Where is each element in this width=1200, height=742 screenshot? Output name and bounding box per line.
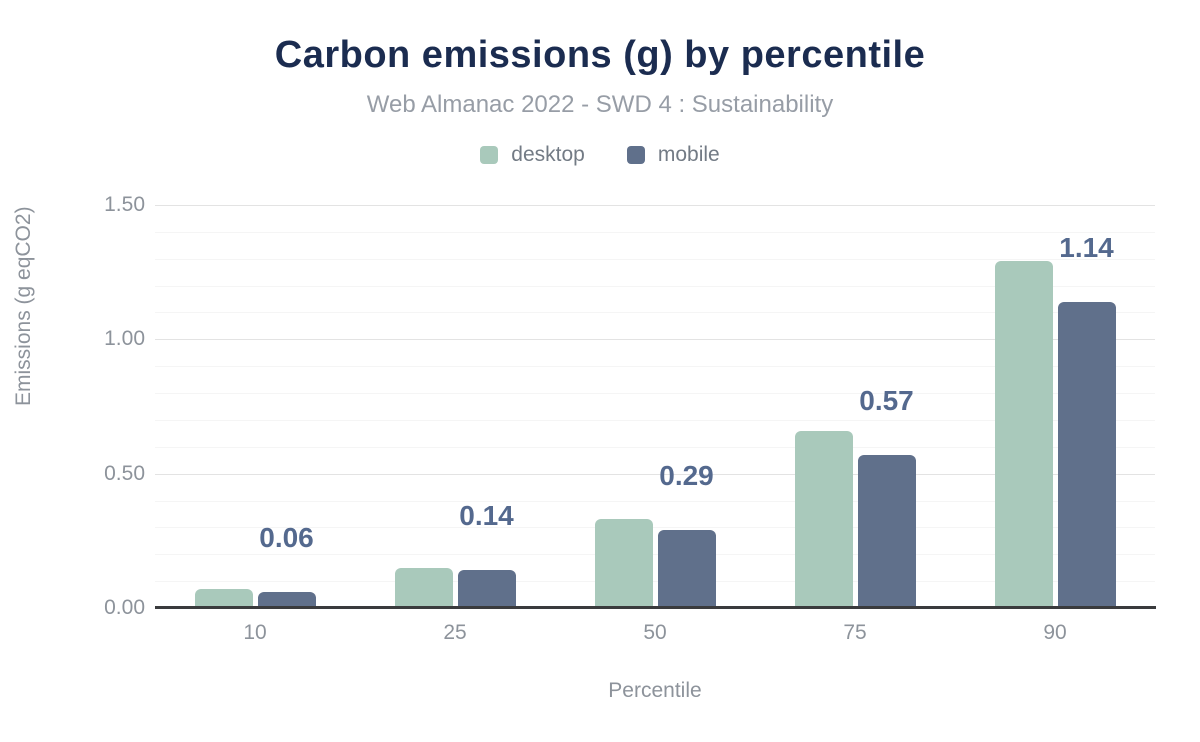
mobile-bar bbox=[257, 591, 316, 608]
gridline-minor bbox=[155, 446, 1155, 448]
bar-group-p50: 0.29 bbox=[555, 205, 755, 608]
x-tick-label: 75 bbox=[843, 621, 867, 644]
gridline-minor bbox=[155, 419, 1155, 421]
x-axis-line bbox=[155, 606, 1156, 609]
gridline-minor bbox=[155, 500, 1155, 502]
bar-group-p75: 0.57 bbox=[755, 205, 955, 608]
gridline-major bbox=[155, 339, 1155, 341]
gridline-major bbox=[155, 205, 1155, 206]
bar-value-label: 0.14 bbox=[459, 500, 514, 532]
x-tick-label: 50 bbox=[643, 621, 667, 644]
bar-value-label: 1.14 bbox=[1059, 231, 1114, 263]
y-tick-label: 0.00 bbox=[104, 596, 145, 619]
mobile-bar bbox=[657, 530, 716, 608]
desktop-bar bbox=[594, 519, 653, 608]
chart-subtitle: Web Almanac 2022 - SWD 4 : Sustainabilit… bbox=[366, 91, 834, 118]
bar-group-p10: 0.06 bbox=[155, 205, 355, 608]
legend-label-desktop: desktop bbox=[511, 143, 585, 166]
desktop-swatch-icon bbox=[480, 146, 499, 164]
gridline-minor bbox=[155, 393, 1155, 395]
gridline-major bbox=[155, 473, 1155, 475]
desktop-bar bbox=[994, 261, 1053, 608]
mobile-bar bbox=[857, 454, 916, 608]
x-axis-title: Percentile bbox=[608, 679, 702, 702]
mobile-bar bbox=[1057, 301, 1116, 608]
mobile-swatch-icon bbox=[626, 146, 645, 164]
bar-value-label: 0.29 bbox=[659, 460, 714, 492]
desktop-bar bbox=[794, 430, 853, 608]
y-axis-title-text: Emissions (g eqCO2) bbox=[12, 206, 35, 406]
bar-value-label: 0.06 bbox=[259, 521, 314, 553]
x-tick-label: 10 bbox=[243, 621, 267, 644]
y-tick-label: 1.00 bbox=[104, 327, 145, 351]
bar-value-label: 0.57 bbox=[859, 384, 914, 416]
plot-area: 0.06 0.14 0.29 0.57 1.14 bbox=[155, 205, 1155, 608]
gridline-minor bbox=[155, 231, 1155, 233]
desktop-bar bbox=[194, 589, 253, 608]
x-tick-label: 25 bbox=[443, 621, 467, 644]
y-tick-label: 1.50 bbox=[104, 193, 145, 216]
bar-group-p90: 1.14 bbox=[955, 205, 1155, 608]
gridline-minor bbox=[155, 285, 1155, 287]
gridline-minor bbox=[155, 581, 1155, 583]
desktop-bar bbox=[394, 567, 453, 608]
gridline-minor bbox=[155, 366, 1155, 368]
x-tick-label: 90 bbox=[1043, 621, 1067, 644]
gridline-minor bbox=[155, 258, 1155, 260]
legend-label-mobile: mobile bbox=[657, 143, 720, 166]
y-tick-label: 0.50 bbox=[104, 461, 145, 485]
legend-item-desktop: desktop bbox=[480, 143, 585, 167]
gridline-minor bbox=[155, 554, 1155, 556]
legend: desktop mobile bbox=[0, 143, 1200, 167]
bar-group-p25: 0.14 bbox=[355, 205, 555, 608]
mobile-bar bbox=[457, 570, 516, 608]
gridline-minor bbox=[155, 527, 1155, 529]
gridline-minor bbox=[155, 312, 1155, 314]
legend-item-mobile: mobile bbox=[626, 143, 720, 167]
chart-title: Carbon emissions (g) by percentile bbox=[274, 34, 926, 76]
